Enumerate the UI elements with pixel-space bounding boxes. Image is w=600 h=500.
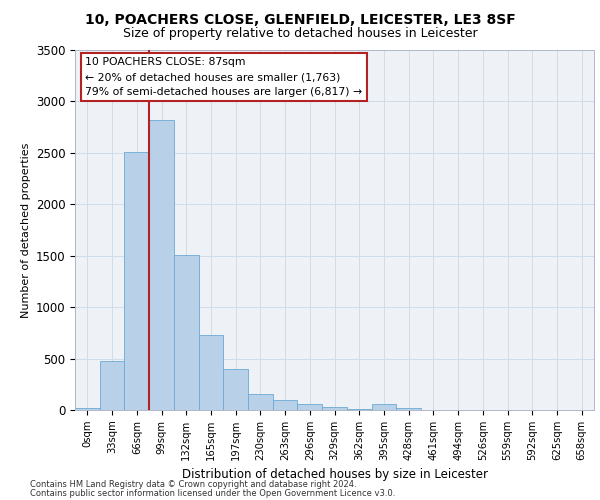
Bar [149, 120, 174, 410]
Bar [100, 361, 124, 410]
Bar [223, 370, 248, 410]
Bar [396, 408, 421, 410]
Bar [248, 394, 273, 410]
Text: 10, POACHERS CLOSE, GLENFIELD, LEICESTER, LE3 8SF: 10, POACHERS CLOSE, GLENFIELD, LEICESTER… [85, 12, 515, 26]
Bar [298, 404, 322, 410]
Text: 10 POACHERS CLOSE: 87sqm
← 20% of detached houses are smaller (1,763)
79% of sem: 10 POACHERS CLOSE: 87sqm ← 20% of detach… [85, 57, 362, 97]
Bar [371, 404, 396, 410]
Bar [75, 408, 100, 410]
Text: Contains HM Land Registry data © Crown copyright and database right 2024.: Contains HM Land Registry data © Crown c… [30, 480, 356, 489]
Text: Contains public sector information licensed under the Open Government Licence v3: Contains public sector information licen… [30, 488, 395, 498]
Y-axis label: Number of detached properties: Number of detached properties [22, 142, 31, 318]
Bar [124, 152, 149, 410]
Bar [174, 254, 199, 410]
Bar [347, 409, 371, 410]
Bar [199, 335, 223, 410]
X-axis label: Distribution of detached houses by size in Leicester: Distribution of detached houses by size … [182, 468, 487, 481]
Bar [322, 407, 347, 410]
Text: Size of property relative to detached houses in Leicester: Size of property relative to detached ho… [122, 28, 478, 40]
Bar [273, 400, 298, 410]
